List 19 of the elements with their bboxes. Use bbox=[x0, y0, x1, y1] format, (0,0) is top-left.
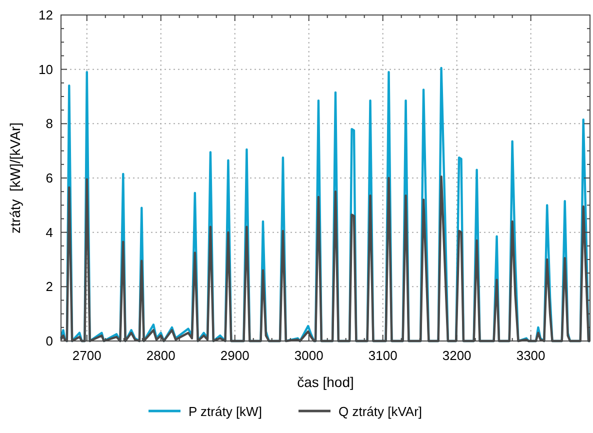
y-tick-label: 10 bbox=[38, 62, 53, 77]
x-tick-label: 3100 bbox=[368, 348, 398, 363]
legend-label: Q ztráty [kVAr] bbox=[338, 404, 422, 419]
y-tick-label: 6 bbox=[46, 170, 53, 186]
x-tick-label: 3300 bbox=[516, 348, 546, 363]
x-tick-label: 2900 bbox=[220, 348, 250, 363]
x-tick-label: 3200 bbox=[442, 348, 472, 363]
y-tick-label: 8 bbox=[46, 116, 53, 132]
x-tick-label: 3000 bbox=[294, 348, 324, 363]
legend-label: P ztráty [kW] bbox=[188, 404, 262, 419]
y-tick-label: 2 bbox=[46, 279, 53, 294]
x-axis-title: čas [hod] bbox=[297, 374, 354, 390]
y-tick-label: 4 bbox=[46, 224, 53, 240]
x-tick-label: 2700 bbox=[72, 348, 102, 363]
x-tick-label: 2800 bbox=[146, 348, 176, 363]
y-tick-label: 12 bbox=[38, 8, 53, 22]
y-axis-title: ztráty [kW]/[kVAr] bbox=[7, 122, 23, 234]
y-tick-label: 0 bbox=[46, 334, 53, 348]
line-series bbox=[60, 66, 592, 342]
